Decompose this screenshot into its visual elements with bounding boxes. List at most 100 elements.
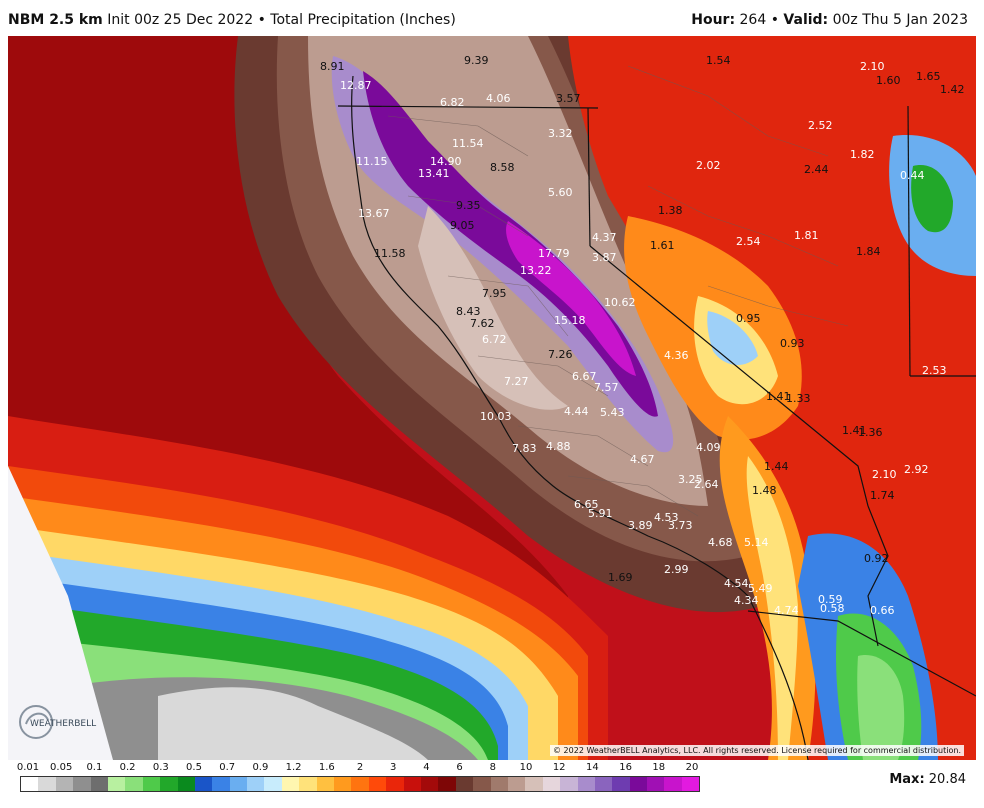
value-label: 7.57 xyxy=(594,381,619,394)
value-label: 0.93 xyxy=(780,337,805,350)
value-label: 9.35 xyxy=(456,199,481,212)
value-label: 11.54 xyxy=(452,137,484,150)
legend-tick-label: 0.3 xyxy=(152,762,169,773)
legend-swatch xyxy=(455,777,474,791)
value-label: 5.60 xyxy=(548,186,573,199)
legend-tick-label: 12 xyxy=(552,762,566,773)
legend-swatch xyxy=(229,777,248,791)
central-valley xyxy=(418,206,568,410)
legend-swatch xyxy=(125,777,143,791)
legend-swatch xyxy=(594,777,613,791)
value-label: 13.22 xyxy=(520,264,552,277)
value-label: 13.67 xyxy=(358,207,390,220)
legend-swatch xyxy=(21,777,39,791)
legend-swatch xyxy=(664,777,682,791)
value-label: 7.95 xyxy=(482,287,507,300)
value-label: 2.92 xyxy=(904,463,929,476)
legend-tick-label: 2 xyxy=(356,762,364,773)
legend-tick-label: 0.05 xyxy=(50,762,73,773)
legend-swatch xyxy=(612,777,630,791)
county-line-8 xyxy=(647,185,839,267)
legend-tick-label: 0.1 xyxy=(86,762,103,773)
copyright-notice: © 2022 WeatherBELL Analytics, LLC. All r… xyxy=(550,745,964,756)
legend-swatch xyxy=(73,777,91,791)
legend-tick-label: 0.9 xyxy=(252,762,269,773)
value-label: 3.87 xyxy=(592,251,617,264)
header-title: NBM 2.5 km Init 00z 25 Dec 2022 • Total … xyxy=(8,12,456,28)
value-label: 4.34 xyxy=(734,594,759,607)
hour-value: 264 xyxy=(739,12,767,28)
value-label: 1.41 xyxy=(842,424,867,437)
value-label: 10.62 xyxy=(604,296,636,309)
hour-label: Hour: xyxy=(691,12,736,28)
value-label: 1.44 xyxy=(764,460,789,473)
value-label: 7.83 xyxy=(512,442,537,455)
max-value: Max: 20.84 xyxy=(889,772,966,787)
legend-color-bar xyxy=(20,776,700,792)
value-label: 9.39 xyxy=(464,54,489,67)
legend-swatch xyxy=(299,777,317,791)
value-label: 12.87 xyxy=(340,79,372,92)
legend-swatch xyxy=(420,777,439,791)
value-label: 2.54 xyxy=(736,235,761,248)
value-label: 15.18 xyxy=(554,314,586,327)
value-label: 1.38 xyxy=(658,204,683,217)
legend-swatch xyxy=(264,777,282,791)
legend-swatch xyxy=(507,777,526,791)
california-coast xyxy=(351,75,809,760)
legend-swatch xyxy=(142,777,161,791)
separator: • xyxy=(257,12,266,28)
legend-tick-label: 0.5 xyxy=(186,762,202,773)
county-lines xyxy=(387,65,849,517)
value-label: 1.69 xyxy=(608,571,633,584)
arizona-light-green xyxy=(857,655,905,760)
value-label: 14.90 xyxy=(430,155,462,168)
value-label: 0.92 xyxy=(864,552,889,565)
utah-green xyxy=(911,165,953,233)
legend-swatch xyxy=(334,777,352,791)
value-label: 5.91 xyxy=(588,507,613,520)
legend-swatch xyxy=(90,777,108,791)
county-line-7 xyxy=(627,65,829,157)
legend-tick-label: 0.2 xyxy=(119,762,136,773)
init-time: Init 00z 25 Dec 2022 xyxy=(107,12,254,28)
value-label: 2.02 xyxy=(696,159,721,172)
legend-swatch xyxy=(368,777,387,791)
legend-swatch xyxy=(160,777,178,791)
band-light-gray xyxy=(158,687,428,760)
value-label: 4.74 xyxy=(774,604,799,617)
value-label: 4.36 xyxy=(664,349,689,362)
legend-swatch xyxy=(386,777,404,791)
value-label: 6.72 xyxy=(482,333,507,346)
value-label: 2.44 xyxy=(804,163,829,176)
legend-swatch xyxy=(38,777,56,791)
value-label: 4.88 xyxy=(546,440,571,453)
value-label: 1.61 xyxy=(650,239,675,252)
value-label: 3.89 xyxy=(628,519,653,532)
county-line-5 xyxy=(517,425,649,467)
value-label: 5.14 xyxy=(744,536,769,549)
ca-nv-north-border xyxy=(587,107,591,247)
value-label: 8.58 xyxy=(490,161,515,174)
value-label: 0.58 xyxy=(820,602,845,615)
nevada-light-blue xyxy=(707,311,758,366)
value-label: 2.64 xyxy=(694,478,719,491)
legend-tick-label: 1.6 xyxy=(318,762,335,773)
legend-swatch xyxy=(55,777,74,791)
weatherbell-logo: WEATHERBELL xyxy=(16,702,106,742)
value-label: 0.44 xyxy=(900,169,925,182)
county-line-1 xyxy=(387,115,529,157)
value-label: 11.58 xyxy=(374,247,406,260)
legend-swatch xyxy=(647,777,665,791)
legend-tick-labels: 0.01 0.05 0.1 0.2 0.3 0.5 0.7 0.9 1.2 1.6 2 3 4 6 8 10 1… xyxy=(17,762,710,776)
logo-swirl xyxy=(19,705,53,739)
value-label: 4.68 xyxy=(708,536,733,549)
state-boundaries xyxy=(337,75,976,760)
legend-swatch xyxy=(403,777,421,791)
ca-or-border xyxy=(337,105,599,109)
value-label: 13.41 xyxy=(418,167,450,180)
legend-tick-label: 20 xyxy=(685,762,699,773)
county-line-6 xyxy=(567,475,699,517)
